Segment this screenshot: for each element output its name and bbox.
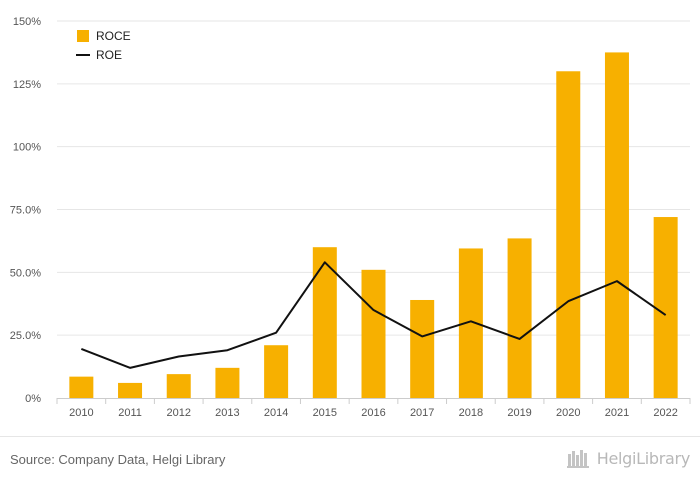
brand-name: HelgiLibrary: [596, 448, 691, 468]
y-tick-label: 150%: [13, 16, 41, 28]
y-tick-label: 0%: [25, 393, 41, 405]
legend-roce-label: ROCE: [96, 29, 131, 43]
y-axis-labels: 0% 25.0% 50.0% 75.0% 100% 125% 150%: [10, 16, 41, 405]
x-tick-label: 2015: [313, 407, 337, 419]
x-tick-label: 2013: [215, 407, 239, 419]
roce-bar: [69, 376, 94, 398]
roce-bar: [166, 374, 191, 398]
y-tick-label: 50.0%: [10, 267, 41, 279]
roce-bar: [556, 71, 581, 399]
legend-roe-label: ROE: [96, 48, 122, 62]
legend: ROCE ROE: [76, 29, 131, 62]
x-axis: 2010 2011 2012 2013 2014 2015 2016 2017 2018 2019…: [56, 398, 691, 419]
x-tick-label: 2021: [605, 407, 629, 419]
roce-bars: [69, 52, 678, 399]
x-tick-label: 2017: [410, 407, 434, 419]
y-tick-label: 25.0%: [10, 330, 41, 342]
x-tick-label: 2011: [118, 407, 142, 419]
x-tick-label: 2020: [556, 407, 580, 419]
brand-logo[interactable]: HelgiLibrary: [566, 448, 691, 468]
roce-bar: [118, 382, 143, 398]
y-tick-label: 125%: [13, 79, 41, 91]
y-tick-label: 100%: [13, 142, 41, 154]
legend-roce-swatch: [77, 30, 89, 42]
y-tick-label: 75.0%: [10, 205, 41, 217]
source-note: Source: Company Data, Helgi Library: [10, 452, 226, 467]
chart: 0%25.0%50.0%75.0%100%125%150% 2010 2011 20…: [10, 16, 691, 419]
roce-bar: [410, 299, 435, 398]
roce-bar: [604, 52, 629, 399]
footer: Source: Company Data, Helgi Library Helg…: [0, 436, 700, 484]
x-tick-label: 2022: [653, 407, 677, 419]
x-tick-label: 2016: [361, 407, 385, 419]
roe-line-group: [80, 261, 667, 369]
roce-bar: [264, 345, 289, 398]
roe-line: [80, 261, 667, 369]
roce-bar: [215, 367, 240, 398]
x-tick-label: 2019: [507, 407, 531, 419]
roce-bar: [507, 238, 532, 398]
library-books-icon: [566, 450, 589, 468]
x-tick-label: 2012: [166, 407, 190, 419]
x-tick-label: 2018: [459, 407, 483, 419]
roce-bar: [361, 269, 386, 398]
gridlines: [57, 20, 690, 336]
x-tick-label: 2014: [264, 407, 288, 419]
roce-bar: [653, 217, 678, 398]
x-tick-label: 2010: [69, 407, 93, 419]
